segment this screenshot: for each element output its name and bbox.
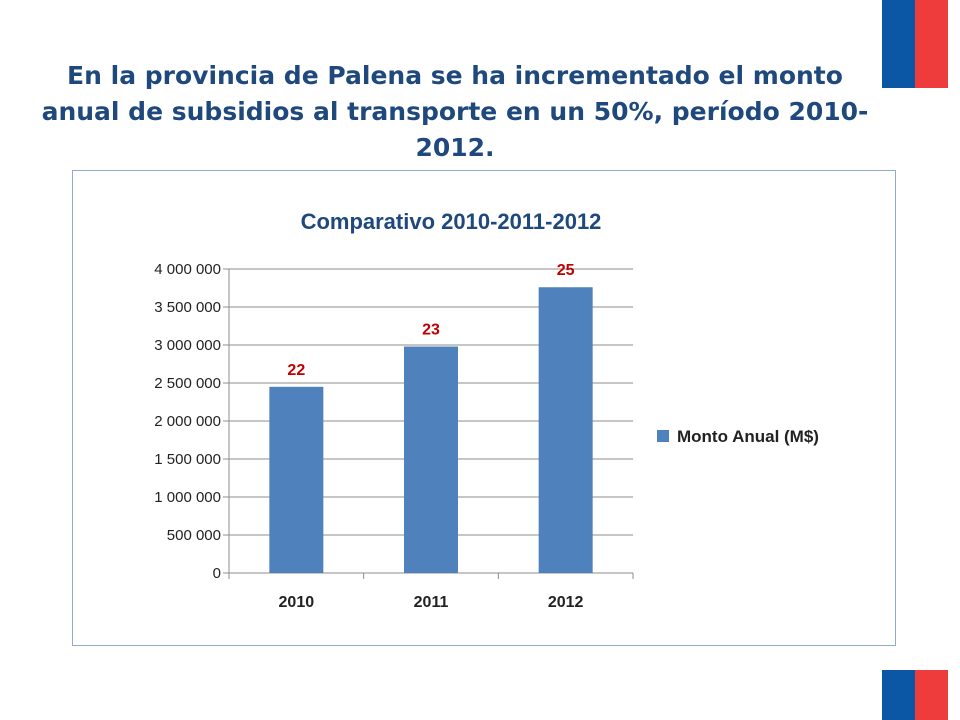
bar — [269, 386, 324, 573]
flag-red-stripe — [915, 0, 948, 88]
bar — [404, 346, 458, 573]
slide-title: En la provincia de Palena se ha incremen… — [41, 61, 869, 162]
data-label: 23 — [422, 322, 440, 339]
x-tick-label: 2012 — [548, 594, 584, 611]
flag-decoration-top — [882, 0, 948, 88]
flag-blue-stripe — [882, 0, 915, 88]
flag-decoration-bottom — [882, 670, 948, 720]
flag-blue-stripe — [882, 670, 915, 720]
legend-swatch — [657, 430, 669, 442]
chart-title: Comparativo 2010-2011-2012 — [301, 209, 602, 234]
bar-chart: Comparativo 2010-2011-2012 0 500 000 1 000 … — [154, 209, 819, 611]
flag-red-stripe — [915, 670, 948, 720]
y-tick-label: 3 500 000 — [154, 299, 221, 316]
chart-frame: Comparativo 2010-2011-2012 0 500 000 1 000 … — [72, 170, 896, 646]
bar — [538, 287, 593, 573]
data-label: 22 — [287, 362, 305, 379]
y-tick-label: 2 000 000 — [154, 413, 221, 430]
y-tick-label: 4 000 000 — [154, 261, 221, 278]
data-label: 25 — [557, 262, 575, 279]
y-tick-label: 1 500 000 — [154, 451, 221, 468]
y-tick-label: 3 000 000 — [154, 337, 221, 354]
y-tick-label: 500 000 — [167, 527, 221, 544]
y-tick-label: 0 — [213, 565, 221, 582]
y-tick-label: 2 500 000 — [154, 375, 221, 392]
x-tick-label: 2010 — [279, 594, 315, 611]
y-tick-label: 1 000 000 — [154, 489, 221, 506]
legend-label: Monto Anual (M$) — [677, 427, 819, 446]
x-tick-label: 2011 — [414, 594, 449, 611]
